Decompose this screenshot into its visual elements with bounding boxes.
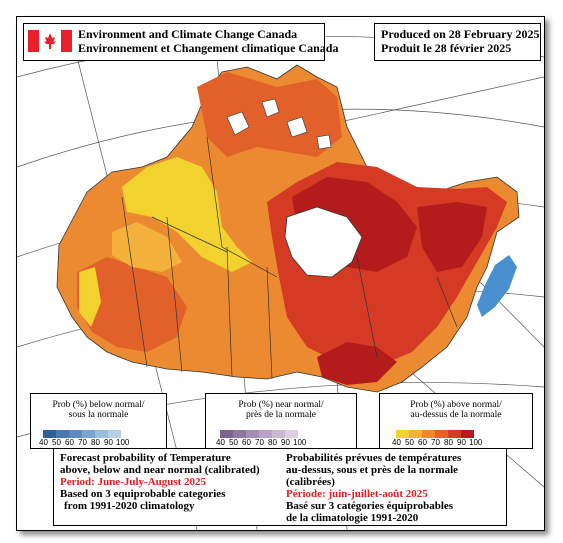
legend-swatch: [246, 430, 259, 438]
legend-tick: 100: [469, 438, 483, 447]
info-en-line1: Forecast probability of Temperature: [60, 452, 231, 464]
legend-swatch: [233, 430, 246, 438]
region-orange-dark: [77, 257, 187, 352]
region-yellow: [122, 157, 252, 272]
legend-tick: 70: [78, 438, 87, 447]
info-en-line4: Based on 3 equiprobable categories: [60, 488, 226, 500]
legend-title-en: Prob (%) below normal/: [52, 400, 145, 410]
info-fr-line4: Basé sur 3 catégories équiprobables: [286, 500, 454, 512]
legend-swatch: [220, 430, 233, 438]
legend-title-fr: au-dessus de la normale: [410, 410, 502, 420]
legend-tick: 60: [242, 438, 251, 447]
legend-below-normal: Prob (%) below normal/ sous la normale 4…: [30, 393, 167, 449]
agency-header: Environment and Climate Change Canada En…: [23, 23, 338, 61]
region-yellow: [112, 222, 182, 272]
region-darkred: [317, 342, 397, 385]
produced-date-fr: Produit le 28 février 2025: [381, 41, 512, 55]
legend-tick: 90: [457, 438, 466, 447]
legend-swatches: [396, 430, 474, 438]
legend-title-fr: sous la normale: [68, 410, 129, 420]
legend-swatch: [108, 430, 121, 438]
legend-swatch: [272, 430, 285, 438]
legend-swatch: [435, 430, 448, 438]
info-en-line5: from 1991-2020 climatology: [64, 500, 195, 512]
canada-flag-icon: [28, 30, 72, 52]
legend-swatch: [69, 430, 82, 438]
legend-swatch: [56, 430, 69, 438]
legend-swatches: [220, 430, 298, 438]
legend-swatch: [285, 430, 298, 438]
legend-tick: 80: [91, 438, 100, 447]
legend-swatch: [259, 430, 272, 438]
info-fr-line1: Probabilités prévues de températures: [286, 452, 462, 464]
region-darkred: [417, 202, 487, 272]
info-english: Forecast probability of Temperature abov…: [60, 452, 260, 512]
region-blue: [477, 255, 517, 317]
info-fr-period: Période: juin-juillet-août 2025: [286, 488, 428, 500]
region-yellow: [79, 267, 101, 327]
info-fr-line2: au-dessus, sous et près de la normale (c…: [286, 464, 459, 488]
legend-tick: 100: [116, 438, 130, 447]
legend-tick: 100: [293, 438, 307, 447]
legend-swatch: [82, 430, 95, 438]
legend-above-normal: Prob (%) above normal/ au-dessus de la n…: [379, 393, 533, 449]
info-en-line2: above, below and near normal (calibrated…: [60, 464, 260, 476]
forecast-map-figure: Environment and Climate Change Canada En…: [16, 16, 545, 531]
agency-name-en: Environment and Climate Change Canada: [78, 27, 298, 41]
produced-date-box: Produced on 28 February 2025 Produit le …: [374, 23, 541, 61]
info-french: Probabilités prévues de températures au-…: [286, 452, 506, 524]
legend-swatch: [461, 430, 474, 438]
legend-swatch: [95, 430, 108, 438]
legend-tick: 50: [229, 438, 238, 447]
legend-swatch: [422, 430, 435, 438]
legend-tick: 60: [65, 438, 74, 447]
hudson-bay: [284, 206, 363, 278]
legend-title-en: Prob (%) above normal/: [410, 400, 502, 410]
legend-tick: 80: [444, 438, 453, 447]
forecast-info-box: Forecast probability of Temperature abov…: [53, 448, 507, 526]
legend-tick: 90: [281, 438, 290, 447]
legend-swatches: [43, 430, 121, 438]
legend-swatch: [43, 430, 56, 438]
legend-swatch: [448, 430, 461, 438]
legend-tick: 50: [405, 438, 414, 447]
legend-tick: 40: [392, 438, 401, 447]
agency-name-fr: Environnement et Changement climatique C…: [78, 41, 339, 55]
info-en-period: Period: June-July-August 2025: [60, 476, 207, 488]
legend-tick: 40: [39, 438, 48, 447]
canada-temperature-map: [17, 35, 544, 530]
province-borders: [121, 136, 458, 380]
legend-tick: 60: [418, 438, 427, 447]
legend-title-fr: près de la normale: [246, 410, 316, 420]
legend-tick: 80: [268, 438, 277, 447]
legend-tick: 40: [216, 438, 225, 447]
info-fr-line5: de la climatologie 1991-2020: [286, 512, 419, 524]
legend-title-en: Prob (%) near normal/: [238, 400, 324, 410]
legend-swatch: [409, 430, 422, 438]
legend-tick: 70: [255, 438, 264, 447]
legend-near-normal: Prob (%) near normal/ près de la normale…: [205, 393, 357, 449]
arctic-water: [226, 98, 332, 150]
legend-tick: 90: [104, 438, 113, 447]
legend-tick: 50: [52, 438, 61, 447]
legend-swatch: [396, 430, 409, 438]
produced-date-en: Produced on 28 February 2025: [381, 27, 540, 41]
legend-tick: 70: [431, 438, 440, 447]
